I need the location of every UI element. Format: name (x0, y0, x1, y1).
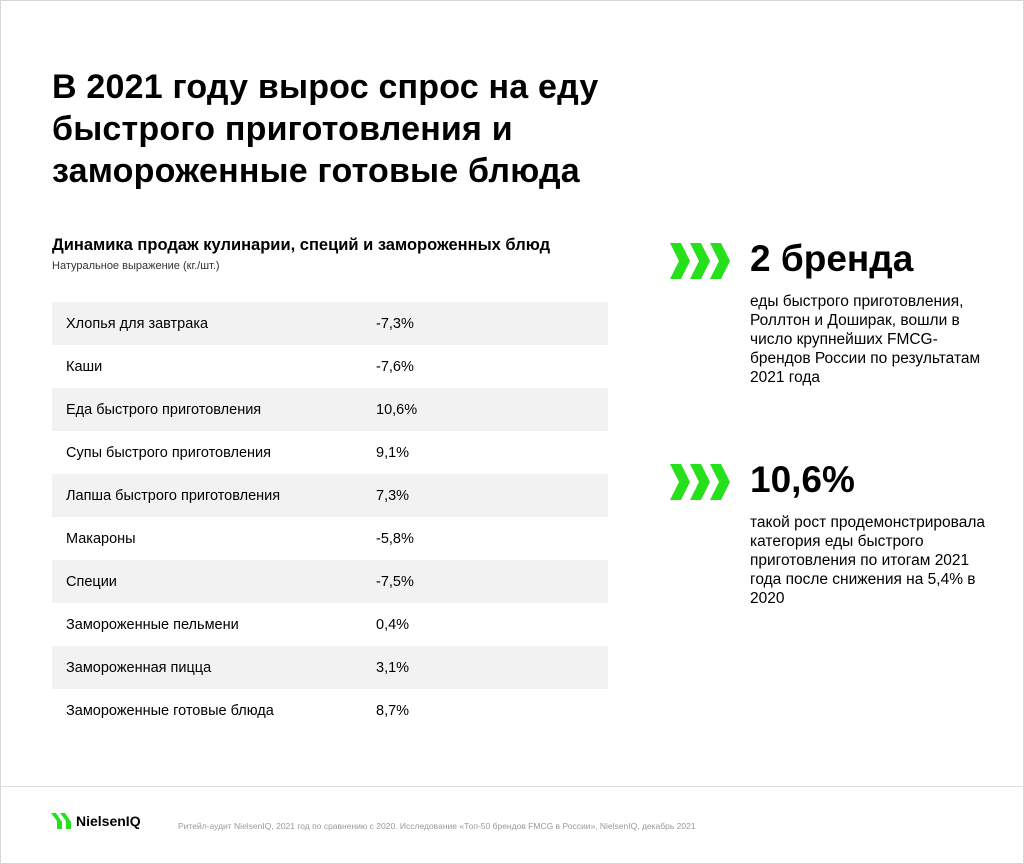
table-row: Специи -7,5% (52, 560, 608, 603)
row-category: Каши (66, 358, 103, 375)
table-row: Замороженные готовые блюда 8,7% (52, 689, 608, 732)
row-category: Хлопья для завтрака (66, 315, 209, 332)
table-row: Замороженная пицца 3,1% (52, 646, 608, 689)
page-title-line: быстрого приготовления и (52, 110, 513, 148)
page-title-line: замороженные готовые блюда (52, 152, 580, 190)
row-value: -7,5% (376, 573, 414, 590)
page-title-line: В 2021 году вырос спрос на еду (52, 68, 599, 106)
row-category: Замороженная пицца (66, 659, 212, 676)
triple-chevron-icon (670, 464, 730, 500)
row-value: 10,6% (376, 401, 418, 418)
row-category: Лапша быстрого приготовления (66, 487, 281, 504)
row-category: Еда быстрого приготовления (66, 401, 262, 418)
row-category: Замороженные пельмени (66, 616, 239, 633)
table-row: Еда быстрого приготовления 10,6% (52, 388, 608, 431)
row-value: -7,3% (376, 315, 414, 332)
row-value: 8,7% (376, 702, 410, 719)
stat-headline: 10,6% (750, 459, 855, 500)
triple-chevron-icon (670, 243, 730, 279)
table-title: Динамика продаж кулинарии, специй и замо… (52, 236, 551, 254)
sales-table: Хлопья для завтрака -7,3% Каши -7,6% Еда… (52, 302, 608, 732)
row-category: Замороженные готовые блюда (66, 702, 274, 719)
row-value: 9,1% (376, 444, 410, 461)
row-category: Супы быстрого приготовления (66, 444, 271, 461)
source-note: Ритейл-аудит NielsenIQ, 2021 год по срав… (178, 821, 696, 831)
table-row: Супы быстрого приготовления 9,1% (52, 431, 608, 474)
table-row: Каши -7,6% (52, 345, 608, 388)
row-value: 0,4% (376, 616, 410, 633)
row-value: -7,6% (376, 358, 414, 375)
row-value: 3,1% (376, 659, 410, 676)
row-value: 7,3% (376, 487, 410, 504)
table-row: Макароны -5,8% (52, 517, 608, 560)
row-category: Макароны (66, 530, 136, 547)
table-subtitle: Натуральное выражение (кг./шт.) (52, 260, 220, 272)
table-row: Хлопья для завтрака -7,3% (52, 302, 608, 345)
logo-mark-icon (51, 813, 71, 829)
stat-headline: 2 бренда (750, 238, 914, 279)
stat-description: такой рост продемонстрировала категория … (750, 514, 985, 607)
logo-wordmark: NielsenIQ (76, 813, 141, 829)
row-category: Специи (66, 573, 117, 590)
table-row: Лапша быстрого приготовления 7,3% (52, 474, 608, 517)
nielseniq-logo: NielsenIQ (50, 810, 141, 832)
table-row: Замороженные пельмени 0,4% (52, 603, 608, 646)
stat-description: еды быстрого приготовления, Роллтон и До… (750, 293, 981, 386)
footer-divider (0, 786, 1024, 787)
row-value: -5,8% (376, 530, 414, 547)
page-title: В 2021 году вырос спрос на еду быстрого … (52, 66, 772, 192)
